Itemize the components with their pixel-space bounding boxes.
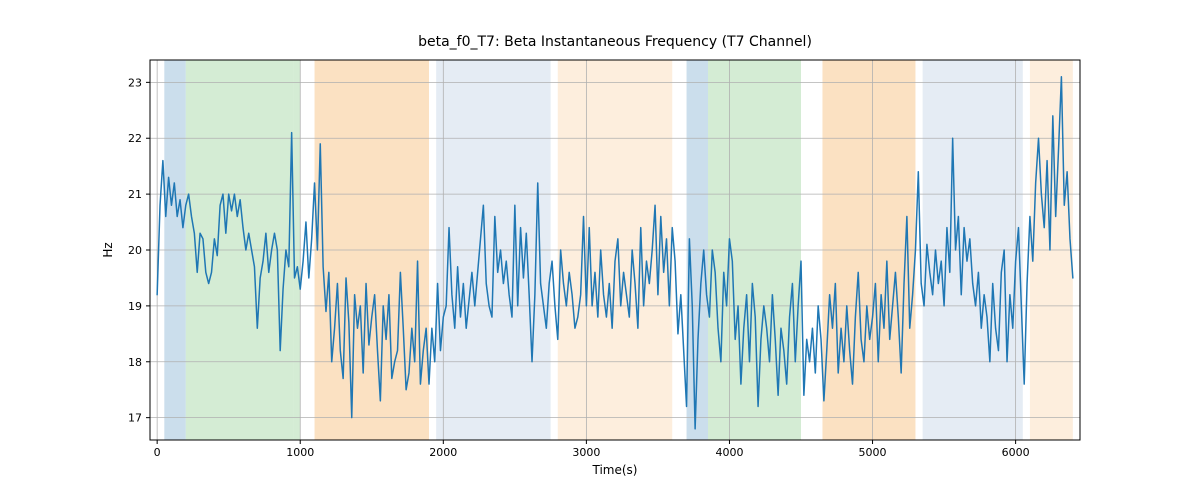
chart-title: beta_f0_T7: Beta Instantaneous Frequency… <box>418 34 812 50</box>
x-tick-label: 2000 <box>429 446 457 459</box>
y-tick-label: 20 <box>128 244 142 257</box>
x-tick-label: 5000 <box>859 446 887 459</box>
chart-container: 0 1000 2000 3000 4000 5000 6000 17 18 19 20 21 22 23 T… <box>0 0 1200 500</box>
x-tick-label: 0 <box>154 446 161 459</box>
x-tick-label: 6000 <box>1002 446 1030 459</box>
x-tick-label: 1000 <box>286 446 314 459</box>
y-tick-label: 22 <box>128 132 142 145</box>
x-axis-label: Time(s) <box>592 463 638 477</box>
y-tick-label: 19 <box>128 300 142 313</box>
y-tick-label: 23 <box>128 76 142 89</box>
x-tick-label: 4000 <box>715 446 743 459</box>
y-axis-label: Hz <box>101 242 115 257</box>
y-tick-label: 17 <box>128 412 142 425</box>
y-tick-label: 18 <box>128 356 142 369</box>
y-tick-label: 21 <box>128 188 142 201</box>
line-chart: 0 1000 2000 3000 4000 5000 6000 17 18 19 20 21 22 23 T… <box>0 0 1200 500</box>
x-tick-label: 3000 <box>572 446 600 459</box>
